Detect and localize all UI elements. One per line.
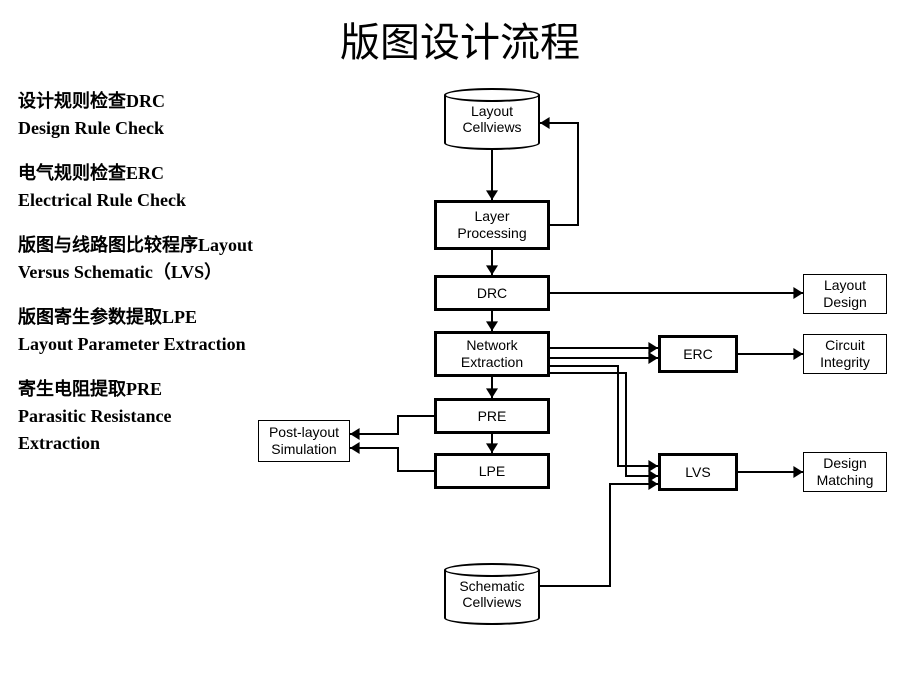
node-layer-processing: LayerProcessing — [434, 200, 550, 250]
node-layout-design: LayoutDesign — [803, 274, 887, 314]
page-title: 版图设计流程 — [340, 10, 580, 68]
cylinder-layout-cellviews: LayoutCellviews — [444, 88, 540, 150]
definition-item: 版图与线路图比较程序Layout Versus Schematic（LVS） — [18, 232, 253, 286]
node-drc: DRC — [434, 275, 550, 311]
node-lpe: LPE — [434, 453, 550, 489]
node-lvs: LVS — [658, 453, 738, 491]
node-network-extraction: NetworkExtraction — [434, 331, 550, 377]
definitions-panel: 设计规则检查DRCDesign Rule Check 电气规则检查ERCElect… — [18, 88, 253, 475]
definition-item: 版图寄生参数提取LPELayout Parameter Extraction — [18, 304, 253, 358]
node-design-matching: DesignMatching — [803, 452, 887, 492]
node-post-layout-sim: Post-layoutSimulation — [258, 420, 350, 462]
definition-item: 设计规则检查DRCDesign Rule Check — [18, 88, 253, 142]
node-pre: PRE — [434, 398, 550, 434]
definition-item: 电气规则检查ERCElectrical Rule Check — [18, 160, 253, 214]
node-circuit-integrity: CircuitIntegrity — [803, 334, 887, 374]
definition-item: 寄生电阻提取PREParasitic Resistance Extraction — [18, 376, 253, 457]
node-erc: ERC — [658, 335, 738, 373]
flowchart: LayoutCellviews SchematicCellviews LayerPr… — [258, 88, 908, 678]
flowchart-edges — [258, 88, 908, 678]
cylinder-schematic-cellviews: SchematicCellviews — [444, 563, 540, 625]
